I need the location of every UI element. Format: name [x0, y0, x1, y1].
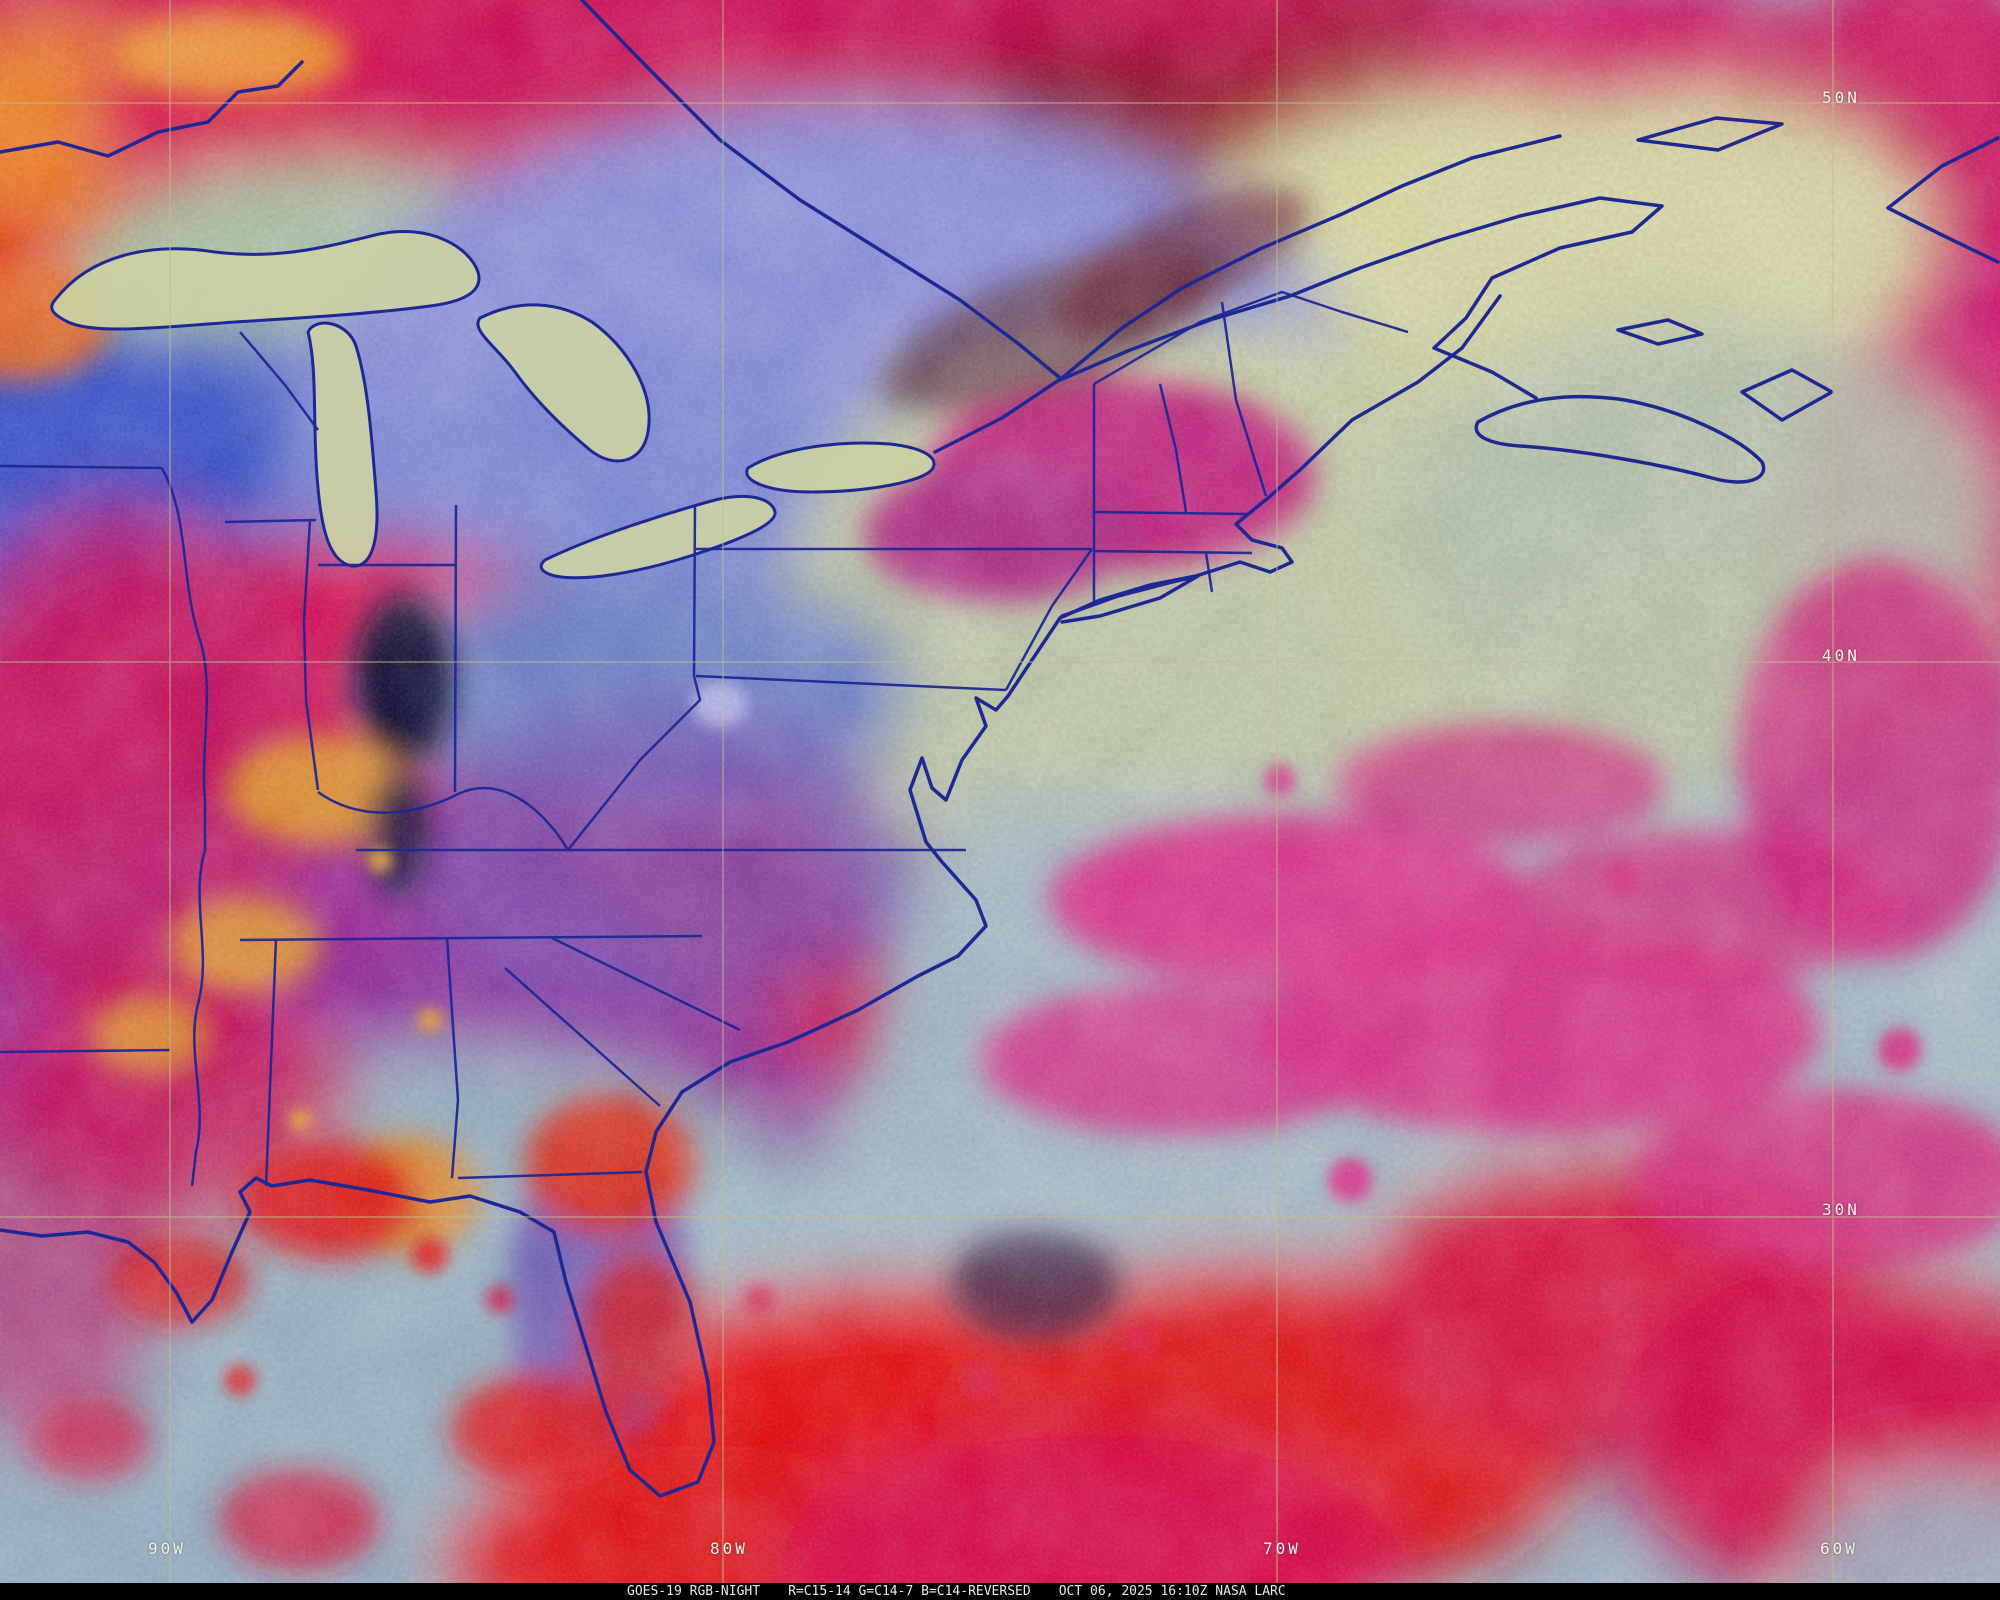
latitude-label-30n: 30N [1822, 1200, 1860, 1219]
longitude-label-60w: 60W [1820, 1539, 1858, 1558]
product-title: GOES-19 RGB-NIGHT [627, 1584, 761, 1599]
caption-bar: GOES-19 RGB-NIGHT R=C15-14 G=C14-7 B=C14… [0, 1583, 2000, 1600]
longitude-label-70w: 70W [1263, 1539, 1301, 1558]
great-lakes-outlines [50, 230, 936, 580]
latitude-label-40n: 40N [1822, 646, 1860, 665]
latitude-label-50n: 50N [1822, 88, 1860, 107]
channel-recipe: R=C15-14 G=C14-7 B=C14-REVERSED [788, 1584, 1031, 1599]
state-borders [0, 290, 1409, 1187]
coastline-outlines [0, 0, 2000, 1498]
timestamp-credit: OCT 06, 2025 16:10Z NASA LARC [1058, 1584, 1286, 1599]
longitude-label-80w: 80W [710, 1539, 748, 1558]
longitude-label-90w: 90W [148, 1539, 186, 1558]
